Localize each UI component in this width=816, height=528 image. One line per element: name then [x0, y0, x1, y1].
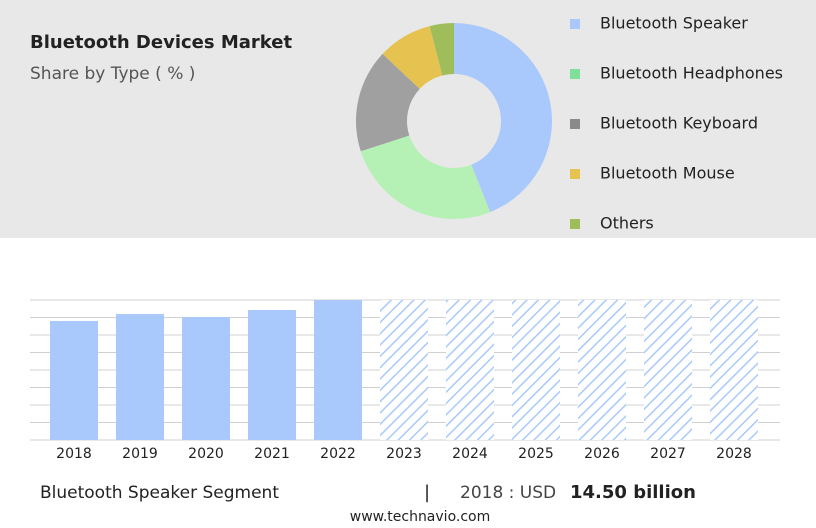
forecast-placeholder: [380, 300, 428, 440]
separator: |: [424, 482, 430, 503]
forecast-placeholder: [512, 300, 560, 440]
legend-swatch: [570, 169, 580, 179]
legend-label: Others: [600, 214, 654, 233]
forecast-placeholder: [644, 300, 692, 440]
chart-title: Bluetooth Devices Market: [30, 32, 292, 53]
legend-label: Bluetooth Mouse: [600, 164, 735, 183]
bar: [182, 316, 230, 440]
forecast-placeholder: [710, 300, 758, 440]
legend-swatch: [570, 19, 580, 29]
bar: [314, 300, 362, 440]
bar: [50, 321, 98, 440]
segment-value: 14.50 billion: [570, 482, 696, 503]
donut-slice: [429, 23, 454, 76]
legend-swatch: [570, 69, 580, 79]
chart-subtitle: Share by Type ( % ): [30, 64, 195, 84]
forecast-placeholder: [446, 300, 494, 440]
x-tick-label: 2022: [320, 446, 356, 462]
forecast-placeholder: [578, 300, 626, 440]
x-tick-label: 2024: [452, 446, 488, 462]
bar: [116, 314, 164, 440]
x-tick-label: 2020: [188, 446, 224, 462]
legend-label: Bluetooth Headphones: [600, 64, 783, 83]
donut-slice: [454, 23, 553, 213]
x-tick-label: 2028: [716, 446, 752, 462]
year-label: 2018 : USD: [460, 483, 556, 503]
x-tick-label: 2023: [386, 446, 422, 462]
x-tick-label: 2025: [518, 446, 554, 462]
legend-label: Bluetooth Keyboard: [600, 114, 758, 133]
x-tick-label: 2018: [56, 446, 92, 462]
donut-slice: [355, 53, 420, 152]
legend-swatch: [570, 119, 580, 129]
donut-slice: [382, 26, 443, 89]
x-tick-label: 2026: [584, 446, 620, 462]
donut-slice: [360, 135, 491, 219]
legend-label: Bluetooth Speaker: [600, 14, 748, 33]
bar: [248, 310, 296, 440]
x-tick-label: 2021: [254, 446, 290, 462]
segment-label: Bluetooth Speaker Segment: [40, 483, 279, 503]
x-tick-label: 2027: [650, 446, 686, 462]
legend-swatch: [570, 219, 580, 229]
x-tick-label: 2019: [122, 446, 158, 462]
source: www.technavio.com: [350, 509, 491, 525]
